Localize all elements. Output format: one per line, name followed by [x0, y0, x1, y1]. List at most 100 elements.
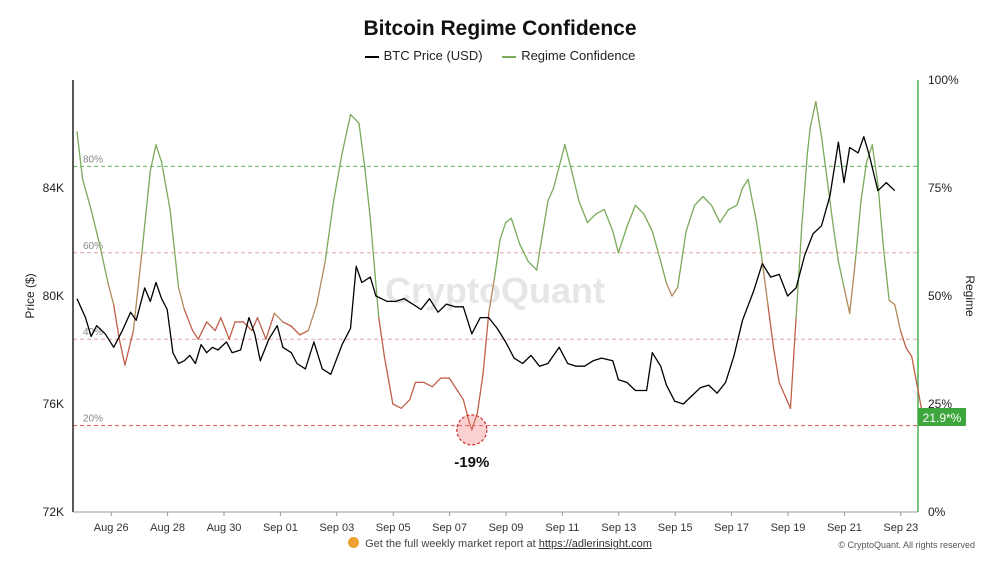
regime-confidence-segment: [423, 381, 433, 388]
regime-confidence-segment: [400, 399, 411, 409]
regime-confidence-segment: [617, 226, 628, 254]
regime-confidence-segment: [149, 144, 157, 172]
x-tick-label: Sep 13: [601, 522, 636, 534]
regime-confidence-segment: [801, 152, 809, 228]
regime-confidence-segment: [809, 100, 817, 129]
regime-confidence-segment: [595, 208, 605, 215]
x-tick-label: Sep 23: [883, 522, 918, 534]
x-tick-label: Sep 01: [263, 522, 298, 534]
regime-confidence-segment: [183, 308, 194, 332]
annotation-label: -19%: [454, 454, 489, 471]
x-tick-label: Sep 19: [771, 522, 806, 534]
regime-confidence-segment: [457, 390, 464, 401]
footer: Get the full weekly market report at htt…: [0, 537, 1000, 550]
regime-confidence-segment: [214, 316, 222, 332]
regime-confidence-segment: [462, 399, 470, 422]
regime-confidence-segment: [736, 187, 744, 206]
legend-item-btc-price[interactable]: BTC Price (USD): [364, 48, 483, 63]
regime-confidence-segment: [603, 208, 614, 232]
regime-confidence-segment: [349, 113, 360, 124]
regime-confidence-segment: [358, 122, 366, 168]
legend-swatch-btc: [364, 55, 379, 58]
regime-confidence-segment: [197, 321, 208, 340]
x-tick-label: Sep 15: [658, 522, 693, 534]
regime-confidence-segment: [747, 178, 758, 224]
regime-confidence-segment: [837, 260, 845, 289]
regime-confidence-segment: [228, 321, 236, 340]
regime-confidence-segment: [76, 131, 84, 181]
regime-confidence-segment: [468, 420, 473, 431]
regime-confidence-segment: [905, 347, 913, 358]
left-tick-label: 84K: [43, 181, 64, 195]
x-tick-label: Sep 05: [376, 522, 411, 534]
regime-confidence-segment: [843, 286, 851, 314]
legend-label-btc: BTC Price (USD): [383, 48, 483, 63]
regime-confidence-segment: [860, 161, 868, 202]
regime-confidence-segment: [569, 165, 580, 202]
regime-confidence-segment: [383, 355, 394, 405]
regime-confidence-segment: [256, 316, 267, 340]
regime-confidence-segment: [369, 217, 380, 319]
regime-confidence-segment: [98, 243, 109, 284]
footer-link[interactable]: https://adlerinsight.com: [538, 538, 652, 550]
regime-confidence-segment: [888, 299, 896, 306]
regime-confidence-segment: [536, 234, 543, 271]
x-tick-label: Aug 26: [94, 522, 129, 534]
regime-confidence-segment: [815, 100, 823, 137]
regime-confidence-segment: [206, 321, 216, 332]
regime-confidence-segment: [755, 221, 763, 263]
regime-confidence-segment: [541, 200, 549, 237]
footer-text: Get the full weekly market report at: [365, 538, 536, 550]
regime-confidence-segment: [282, 321, 292, 327]
regime-confidence-segment: [558, 144, 566, 168]
regime-confidence-segment: [778, 381, 786, 397]
regime-confidence-segment: [660, 260, 668, 284]
regime-confidence-segment: [191, 329, 199, 340]
last-value-label: 21.9*%: [923, 411, 962, 425]
regime-confidence-segment: [784, 394, 792, 409]
regime-confidence-segment: [392, 403, 402, 409]
y-axis-title-left: Price ($): [23, 273, 37, 318]
regime-confidence-segment: [820, 135, 828, 181]
regime-confidence-segment: [911, 355, 919, 388]
regime-confidence-segment: [141, 170, 151, 254]
legend-label-regime: Regime Confidence: [521, 48, 636, 63]
regime-confidence-segment: [877, 183, 885, 250]
regime-confidence-segment: [586, 213, 597, 224]
regime-confidence-segment: [177, 286, 185, 310]
regime-confidence-segment: [871, 144, 879, 185]
reference-label-60: 60%: [83, 241, 103, 252]
regime-confidence-segment: [113, 303, 120, 340]
reference-label-20: 20%: [83, 414, 103, 425]
last-value-badge: [918, 407, 966, 426]
regime-confidence-segment: [693, 195, 704, 206]
x-tick-label: Aug 30: [207, 522, 242, 534]
x-tick-label: Sep 03: [319, 522, 354, 534]
regime-confidence-segment: [634, 204, 645, 215]
regime-confidence-segment: [265, 312, 276, 340]
right-tick-label: 25%: [928, 397, 952, 411]
regime-confidence-segment: [741, 178, 749, 189]
regime-confidence-segment: [341, 113, 352, 155]
regime-confidence-segment: [488, 278, 496, 314]
x-tick-label: Sep 17: [714, 522, 749, 534]
annotation-marker: [456, 414, 488, 446]
regime-confidence-segment: [761, 260, 769, 306]
right-tick-label: 0%: [928, 505, 946, 519]
regime-confidence-segment: [789, 316, 797, 409]
regime-confidence-segment: [307, 303, 318, 332]
legend-swatch-regime: [502, 55, 517, 58]
regime-confidence-segment: [124, 329, 135, 366]
regime-confidence-segment: [552, 165, 560, 189]
regime-confidence-segment: [806, 126, 811, 155]
legend-item-regime-confidence[interactable]: Regime Confidence: [502, 48, 635, 63]
regime-confidence-segment: [431, 377, 442, 388]
regime-confidence-segment: [894, 303, 902, 332]
x-tick-label: Aug 28: [150, 522, 185, 534]
regime-confidence-segment: [299, 329, 309, 336]
regime-confidence-segment: [719, 208, 730, 224]
regime-confidence-segment: [242, 321, 253, 332]
regime-confidence-segment: [564, 144, 572, 168]
regime-confidence-segment: [702, 195, 713, 206]
